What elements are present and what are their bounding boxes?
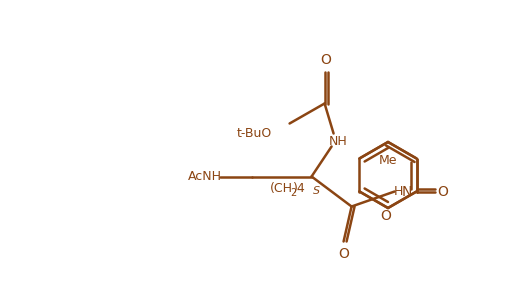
Text: O: O [320, 54, 331, 67]
Text: )4: )4 [293, 182, 306, 195]
Text: O: O [381, 209, 391, 223]
Text: S: S [313, 185, 320, 195]
Text: N: N [401, 185, 412, 198]
Text: H: H [394, 185, 403, 198]
Text: t-BuO: t-BuO [237, 127, 272, 140]
Text: (CH: (CH [270, 182, 293, 195]
Text: AcNH: AcNH [188, 170, 222, 183]
Text: O: O [338, 246, 349, 260]
Text: O: O [437, 185, 448, 198]
Text: Me: Me [379, 154, 397, 166]
Text: 2: 2 [291, 188, 297, 198]
Text: NH: NH [329, 135, 348, 148]
